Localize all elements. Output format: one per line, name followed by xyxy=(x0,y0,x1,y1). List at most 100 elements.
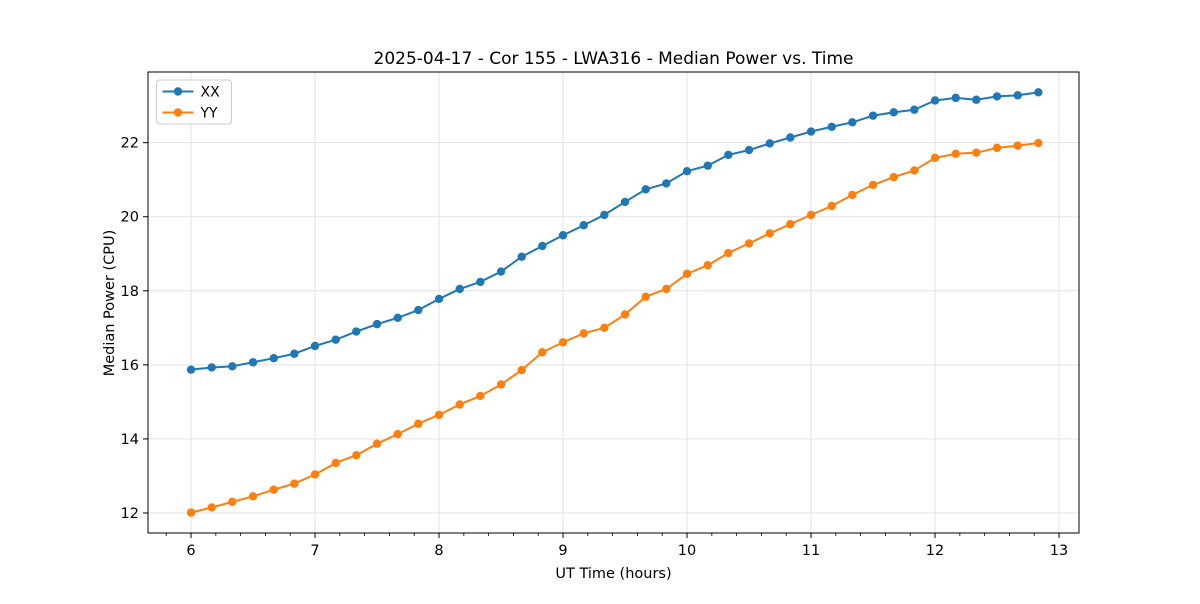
data-point-YY xyxy=(352,451,361,460)
data-point-XX xyxy=(558,231,568,240)
series-line-YY xyxy=(190,142,1039,514)
data-point-YY xyxy=(393,429,402,439)
data-point-YY xyxy=(579,329,588,338)
data-point-XX xyxy=(269,353,278,363)
data-point-XX xyxy=(992,92,1002,101)
x-tick-label: 10 xyxy=(678,543,696,559)
data-point-XX xyxy=(1034,88,1043,97)
data-point-XX xyxy=(827,122,836,131)
data-point-YY xyxy=(972,148,981,157)
data-point-YY xyxy=(496,380,506,389)
data-point-XX xyxy=(682,166,692,176)
data-point-YY xyxy=(703,261,712,270)
data-point-YY xyxy=(641,292,650,301)
data-point-XX xyxy=(1013,91,1022,100)
data-point-YY xyxy=(744,239,754,248)
data-point-YY xyxy=(476,391,485,401)
data-point-YY xyxy=(620,310,630,319)
x-tick-label: 13 xyxy=(1050,543,1068,559)
data-point-XX xyxy=(331,335,340,344)
grid-layer xyxy=(148,72,1079,533)
data-point-XX xyxy=(579,221,588,230)
data-point-YY xyxy=(786,219,795,229)
data-point-XX xyxy=(786,133,795,142)
data-point-XX xyxy=(186,365,196,374)
data-point-XX xyxy=(372,319,382,329)
data-point-YY xyxy=(228,497,237,507)
data-point-YY xyxy=(538,348,547,357)
x-tick-label: 6 xyxy=(186,543,195,559)
data-point-YY xyxy=(517,365,526,375)
data-point-YY xyxy=(910,166,919,175)
data-point-YY xyxy=(992,143,1002,153)
data-point-XX xyxy=(455,284,464,294)
data-point-XX xyxy=(703,161,712,170)
data-point-XX xyxy=(620,197,630,207)
data-point-YY xyxy=(558,338,568,347)
data-point-YY xyxy=(310,470,320,479)
data-point-XX xyxy=(724,150,733,160)
data-point-XX xyxy=(662,179,671,188)
data-point-YY xyxy=(372,439,382,448)
legend-box xyxy=(156,79,232,125)
data-point-XX xyxy=(765,139,774,148)
data-point-XX xyxy=(538,241,547,251)
data-point-YY xyxy=(827,201,836,211)
data-point-YY xyxy=(600,323,609,333)
data-point-XX xyxy=(228,362,237,371)
y-axis-label: Median Power (CPU) xyxy=(102,230,118,377)
data-point-YY xyxy=(662,284,671,294)
data-point-YY xyxy=(951,149,960,158)
data-point-YY xyxy=(682,269,692,278)
data-point-YY xyxy=(1034,138,1043,148)
data-point-YY xyxy=(269,485,278,494)
data-point-YY xyxy=(930,153,940,163)
y-tick-label: 14 xyxy=(121,432,139,448)
data-point-YY xyxy=(724,248,733,258)
data-point-YY xyxy=(331,458,340,468)
legend-marker-YY xyxy=(173,108,183,117)
x-tick-label: 9 xyxy=(558,543,567,559)
data-point-XX xyxy=(476,277,485,287)
y-tick-label: 22 xyxy=(121,136,139,152)
series-layer xyxy=(186,88,1043,517)
data-point-YY xyxy=(414,419,423,428)
chart-title: 2025-04-17 - Cor 155 - LWA316 - Median P… xyxy=(374,49,854,69)
legend: XX YY xyxy=(156,79,232,125)
data-point-YY xyxy=(889,172,898,182)
data-point-XX xyxy=(930,96,940,105)
x-tick-label: 12 xyxy=(926,543,944,559)
legend-label-XX: XX xyxy=(201,85,221,101)
data-point-YY xyxy=(207,503,216,512)
data-point-YY xyxy=(248,492,258,501)
data-point-XX xyxy=(310,341,320,351)
series-line-XX xyxy=(190,91,1039,371)
x-axis-label: UT Time (hours) xyxy=(555,566,671,582)
data-point-XX xyxy=(414,305,423,315)
data-point-XX xyxy=(744,145,754,155)
data-point-YY xyxy=(868,180,878,190)
data-point-XX xyxy=(951,93,960,103)
axes-layer: 6 7 8 9 10 11 12 13 12 14 16 18 20 22 xyxy=(121,71,1080,559)
data-point-YY xyxy=(290,479,299,488)
data-point-XX xyxy=(496,267,506,276)
data-point-XX xyxy=(641,185,650,194)
data-point-XX xyxy=(889,108,898,117)
data-point-YY xyxy=(765,229,774,238)
y-tick-label: 12 xyxy=(121,506,139,522)
data-point-XX xyxy=(434,294,444,304)
y-tick-label: 18 xyxy=(121,284,139,300)
legend-label-YY: YY xyxy=(200,106,219,122)
data-point-XX xyxy=(517,252,526,261)
x-tick-label: 7 xyxy=(310,543,319,559)
data-point-XX xyxy=(207,363,216,372)
x-tick-label: 8 xyxy=(434,543,443,559)
data-point-YY xyxy=(1013,141,1022,150)
data-point-XX xyxy=(248,358,258,367)
plot-border xyxy=(147,71,1080,534)
data-point-XX xyxy=(352,327,361,336)
legend-marker-XX xyxy=(173,87,183,96)
data-point-XX xyxy=(600,210,609,220)
